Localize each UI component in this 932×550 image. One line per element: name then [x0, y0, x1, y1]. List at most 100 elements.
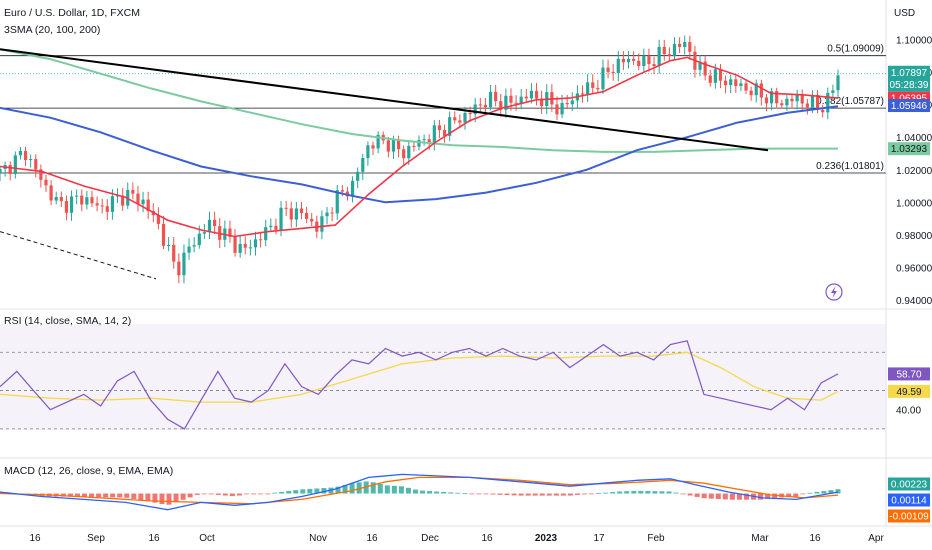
rsi-band-background: [0, 324, 886, 430]
candle-body: [284, 207, 288, 209]
candle-body: [586, 82, 590, 95]
candle-body: [131, 189, 135, 194]
macd-histogram-bar: [405, 487, 411, 494]
candle-body: [780, 103, 784, 106]
candle-body: [744, 83, 748, 91]
candle-body: [468, 112, 472, 115]
value-tags: 1.0789705:28:391.063951.059461.0329358.7…: [888, 65, 930, 523]
macd-histogram-bar: [624, 491, 630, 494]
macd-histogram-bar: [314, 488, 320, 494]
fib-level-label: 0.236(1.01801): [816, 161, 884, 172]
macd-signal-line: [0, 476, 839, 505]
candle-body: [172, 244, 176, 262]
candle-body: [243, 244, 247, 248]
candle-body: [708, 75, 712, 83]
macd-histogram-bar: [567, 493, 573, 496]
price-tag-label: 1.07897: [891, 68, 928, 79]
candle-body: [192, 245, 196, 247]
macd-histogram-bar: [370, 482, 376, 494]
candle-body: [156, 215, 161, 224]
macd-histogram-bar: [518, 493, 524, 496]
candle-body: [105, 206, 109, 212]
macd-histogram-bar: [74, 493, 80, 497]
price-tick-label: 0.96000: [896, 263, 932, 274]
candle-body: [8, 164, 12, 175]
candle-body: [386, 140, 390, 152]
lightning-icon[interactable]: [825, 283, 843, 301]
macd-histogram-bar: [307, 488, 313, 494]
sma100-line: [0, 105, 839, 204]
candle-body: [197, 233, 201, 246]
candle-body: [279, 207, 283, 230]
candle-body: [437, 125, 442, 130]
macd-histogram-bar: [504, 493, 510, 496]
macd-histogram-bar: [455, 492, 461, 494]
macd-histogram-bar: [462, 493, 468, 495]
candle-body: [775, 91, 779, 104]
macd-histogram-bar: [272, 492, 278, 494]
macd-histogram-bar: [589, 493, 595, 495]
macd-histogram-bar: [687, 493, 693, 496]
macd-histogram-bar: [145, 493, 151, 502]
candle-body: [453, 117, 457, 121]
candle-body: [310, 218, 314, 222]
macd-value-tag: [888, 509, 930, 523]
macd-histogram-bar: [659, 491, 665, 494]
candle-body: [54, 197, 58, 201]
price-tag-label: 1.03293: [891, 144, 928, 155]
macd-histogram-bar: [103, 493, 109, 498]
macd-histogram-bar: [412, 489, 418, 494]
candle-body: [463, 112, 467, 123]
rsi-value-tag: [888, 384, 930, 398]
candle-body: [672, 43, 677, 57]
candle-body: [734, 79, 738, 87]
macd-histogram-bar: [89, 493, 95, 498]
macd-histogram-bar: [532, 493, 538, 496]
candle-body: [688, 42, 692, 52]
macd-histogram-bar: [469, 493, 475, 495]
candle-body: [371, 145, 375, 149]
macd-indicator-label: MACD (12, 26, close, 9, EMA, EMA): [4, 465, 173, 477]
candle-body: [432, 125, 436, 143]
macd-histogram-bar: [321, 488, 327, 494]
candle-body: [136, 193, 140, 205]
macd-histogram-bar: [511, 493, 517, 496]
candle-body: [754, 83, 758, 96]
time-tick-label: Oct: [199, 533, 215, 544]
candle-body: [167, 244, 171, 246]
candle-body: [580, 93, 585, 95]
macd-histogram-bar: [708, 493, 714, 499]
candle-body: [565, 102, 569, 105]
macd-histogram-bar: [581, 493, 587, 495]
macd-histogram-bar: [427, 491, 433, 494]
macd-histogram-bar: [166, 493, 172, 505]
macd-histogram-bar: [722, 493, 728, 500]
candle-body: [248, 247, 252, 249]
candle-body: [238, 244, 242, 253]
candle-body: [621, 58, 625, 63]
resistance-trendline: [0, 48, 769, 152]
macd-line: [0, 473, 839, 511]
macd-histogram-bar: [236, 493, 242, 496]
macd-histogram-bar: [680, 493, 686, 495]
macd-histogram-bar: [152, 493, 158, 503]
candle-body: [18, 151, 23, 156]
candle-body: [80, 195, 84, 205]
price-tick-label: 1.10000: [896, 36, 932, 47]
macd-histogram-bar: [715, 493, 721, 500]
candle-body: [718, 69, 723, 81]
macd-histogram-bar: [828, 490, 834, 494]
candle-body: [417, 139, 421, 147]
candle-body: [524, 96, 528, 99]
candle-body: [0, 168, 2, 174]
time-tick-label: Sep: [87, 533, 105, 544]
macd-histogram-bar: [138, 493, 144, 501]
macd-histogram-bar: [265, 493, 271, 495]
candle-body: [821, 109, 825, 113]
candle-body: [785, 98, 789, 106]
macd-histogram-bar: [603, 492, 609, 494]
macd-histogram-bar: [215, 493, 221, 495]
macd-histogram-bar: [666, 491, 672, 494]
macd-histogram-bar: [286, 491, 292, 494]
macd-histogram-bar: [553, 493, 559, 496]
